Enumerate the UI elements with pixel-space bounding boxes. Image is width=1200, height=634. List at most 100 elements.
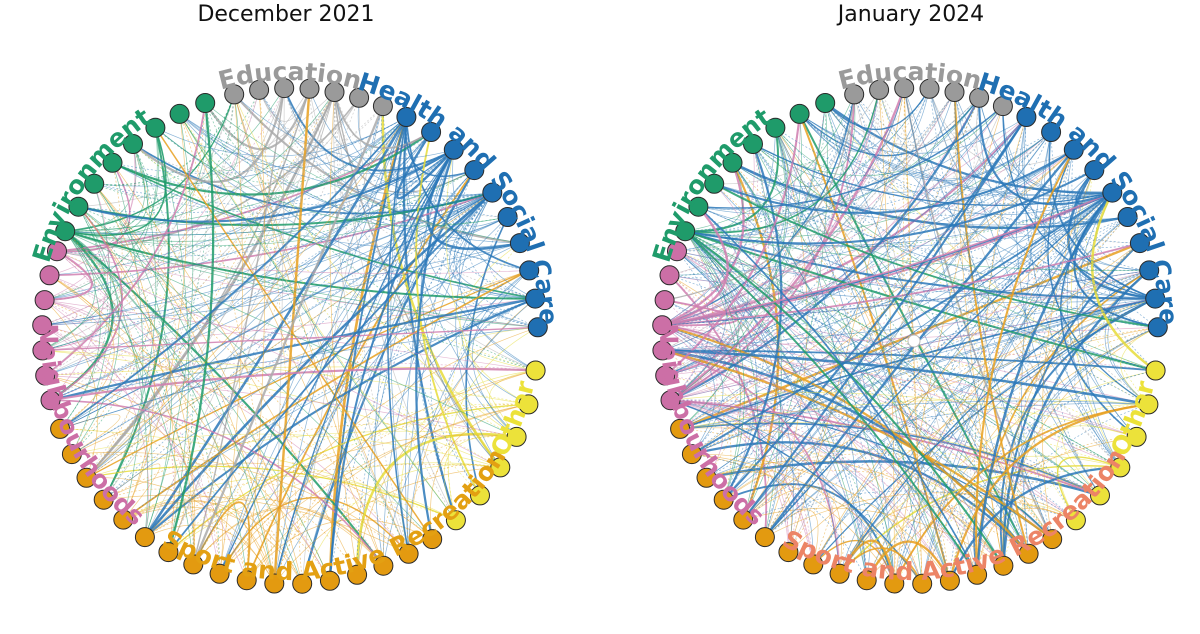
network-edge [824, 102, 1029, 554]
network-edge [788, 491, 835, 565]
network-edge [764, 192, 1113, 538]
network-edge [45, 375, 331, 581]
network-edge [56, 250, 530, 274]
network-edge [443, 435, 517, 521]
network-edge [670, 231, 714, 401]
network-edge [45, 91, 335, 376]
network-edge [218, 496, 410, 575]
network-edge [698, 105, 1004, 209]
network-edge [662, 191, 1113, 327]
network-edge [49, 275, 275, 584]
network-edge [752, 143, 1053, 540]
network-edge [50, 183, 109, 401]
network-edge [86, 269, 530, 479]
network-edge [283, 87, 384, 144]
network-edge [1083, 192, 1140, 248]
network-edge [878, 89, 1077, 521]
network-edge [1074, 192, 1158, 328]
network-edge [662, 127, 790, 351]
network-edge [1002, 106, 1113, 199]
network-edge [438, 169, 493, 218]
network-edge [168, 434, 517, 553]
network-edge [50, 149, 455, 401]
network-node [992, 96, 1013, 117]
network-edge [799, 113, 1113, 197]
network-edge [670, 399, 895, 584]
network-edge [723, 326, 1158, 500]
network-node [421, 122, 442, 142]
network-node [236, 570, 257, 591]
network-node [372, 96, 393, 117]
network-edge [71, 206, 120, 455]
network-edge [42, 192, 493, 326]
network-edge [662, 350, 1137, 438]
network-edge [665, 116, 1027, 376]
network-edge [670, 399, 814, 565]
network-node [993, 555, 1014, 576]
network-edge [356, 192, 493, 575]
network-edge [50, 367, 536, 402]
panel-title-december-2021: December 2021 [197, 2, 375, 27]
network-edge [691, 453, 951, 582]
network-edge [219, 370, 536, 575]
network-edge [168, 97, 360, 553]
network-edge [812, 192, 1113, 565]
network-node [158, 542, 179, 563]
network-node [470, 485, 490, 506]
network-edge [670, 102, 826, 401]
network-edge [714, 89, 880, 185]
network-edge [44, 299, 99, 478]
network-edge [219, 149, 455, 575]
network-edge [662, 350, 713, 401]
network-edge [155, 127, 508, 227]
network-edge [453, 192, 538, 328]
network-edge [685, 94, 855, 232]
network-edge [752, 143, 1113, 206]
network-node [652, 340, 673, 361]
network-edge [838, 539, 896, 584]
network-edge [685, 230, 1121, 468]
network-edge [56, 162, 131, 253]
network-edge [685, 230, 1101, 496]
network-edge [752, 143, 1156, 371]
network-edge [691, 94, 855, 455]
network-edge [44, 94, 235, 301]
network-edge [866, 370, 1156, 581]
network-edge [112, 162, 358, 575]
network-edge [167, 102, 215, 553]
network-edge [42, 324, 220, 574]
network-edge [112, 162, 520, 250]
network-node [681, 444, 702, 465]
network-edge [967, 97, 980, 575]
network-edge [670, 399, 1101, 496]
network-edge [1095, 192, 1150, 271]
network-edge [775, 127, 951, 581]
network-edge [179, 113, 530, 271]
network-edge [662, 350, 732, 500]
network-edge [415, 131, 481, 496]
network-edge [775, 127, 868, 581]
network-edge [799, 88, 905, 152]
network-edge [93, 183, 275, 584]
network-edge [246, 89, 266, 581]
network-edge [409, 131, 455, 183]
network-edge [93, 183, 156, 520]
network-node [652, 315, 673, 336]
network-edge [144, 524, 275, 584]
network-node [1042, 529, 1063, 550]
network-node [704, 173, 725, 194]
network-node [525, 288, 546, 309]
network-edge [664, 299, 1149, 405]
network-node [844, 84, 865, 105]
network-node [324, 82, 345, 102]
network-edge [45, 192, 493, 376]
network-edge [179, 113, 457, 521]
network-edge [697, 206, 978, 576]
network-edge [665, 91, 955, 376]
network-edge [93, 183, 303, 584]
network-edge [713, 148, 1075, 215]
network-edge [752, 102, 827, 165]
network-node [34, 290, 55, 311]
network-edge [42, 350, 501, 468]
network-edge [670, 230, 727, 401]
